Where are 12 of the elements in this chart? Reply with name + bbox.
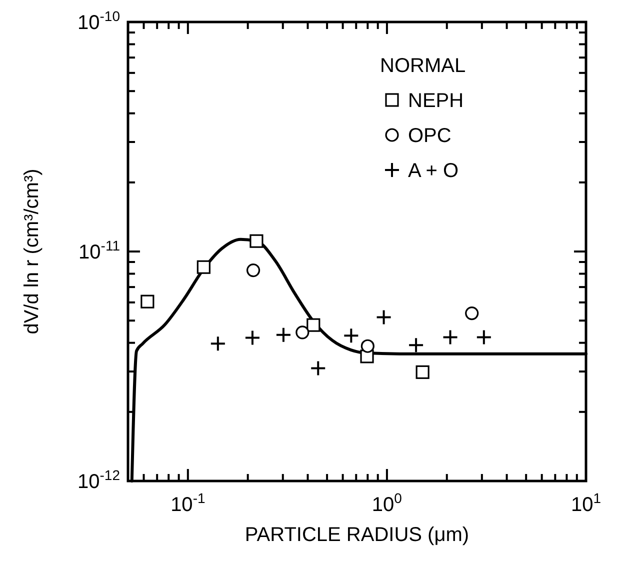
y-axis-title: dV/d ln r (cm³/cm³) (21, 168, 43, 334)
legend-label: A + O (408, 160, 459, 182)
x-tick-label: 10$^{-1}$ (170, 490, 206, 516)
legend-label: NEPH (408, 90, 464, 112)
y-tick-label: 10$^{-12}$ (78, 467, 120, 493)
x-axis-title: PARTICLE RADIUS (μm) (244, 524, 470, 546)
y-tick-label: 10$^{-10}$ (78, 8, 120, 34)
legend-title: NORMAL (380, 55, 466, 77)
x-tick-label: 10$^{1}$ (570, 490, 602, 516)
y-tick-label: 10$^{-11}$ (78, 238, 120, 264)
x-tick-label: 10$^{0}$ (372, 490, 402, 516)
legend-label: OPC (408, 125, 452, 147)
